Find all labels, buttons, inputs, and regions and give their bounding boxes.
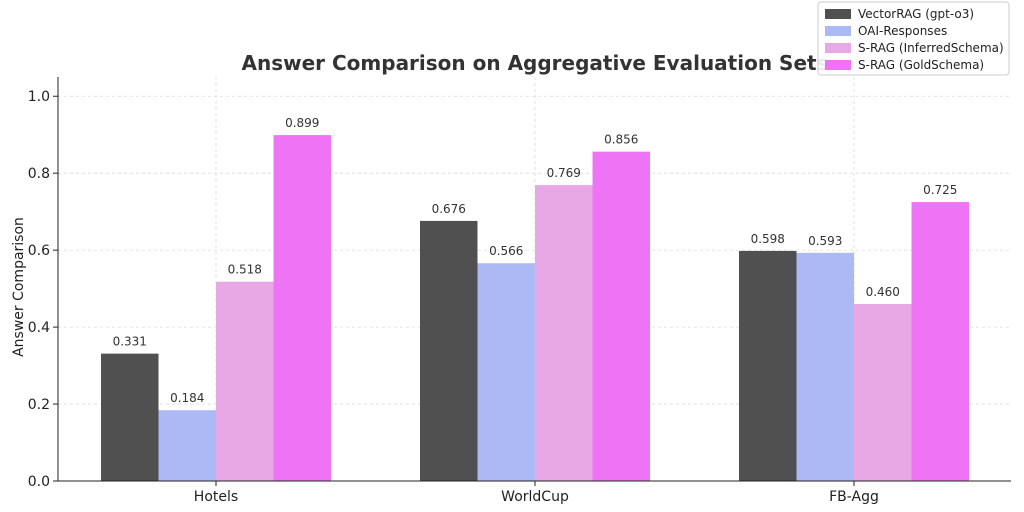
y-tick-label: 0.0 <box>28 474 50 490</box>
bar <box>101 353 159 481</box>
chart-title: Answer Comparison on Aggregative Evaluat… <box>242 51 829 75</box>
x-tick-label: WorldCup <box>501 489 569 505</box>
bar <box>854 304 912 481</box>
bar <box>739 250 797 481</box>
x-tick-label: Hotels <box>194 489 238 505</box>
data-label: 0.184 <box>170 391 204 405</box>
y-tick-label: 1.0 <box>28 89 50 105</box>
bar <box>535 185 593 481</box>
legend-label: OAI-Responses <box>858 24 947 38</box>
axes-group: 0.0 0.2 0.4 0.6 0.8 1.0 Hotels WorldCup FB-Agg <box>28 77 1011 505</box>
data-label: 0.566 <box>489 244 523 258</box>
bar <box>592 151 650 482</box>
y-axis-label: Answer Comparison <box>11 217 27 357</box>
legend-swatch <box>825 9 851 19</box>
data-label: 0.676 <box>432 202 466 216</box>
y-tick-label: 0.6 <box>28 243 50 259</box>
data-label: 0.769 <box>547 166 581 180</box>
data-label: 0.856 <box>604 133 638 147</box>
bar <box>911 202 969 482</box>
legend: VectorRAG (gpt-o3) OAI-Responses S-RAG (In… <box>817 1 1010 76</box>
y-tick-label: 0.8 <box>28 166 50 182</box>
data-label: 0.518 <box>228 263 262 277</box>
data-label: 0.725 <box>923 183 957 197</box>
bar <box>796 252 854 481</box>
data-label: 0.899 <box>285 116 319 130</box>
data-label: 0.593 <box>808 234 842 248</box>
legend-frame <box>817 1 1010 76</box>
data-label: 0.460 <box>866 285 900 299</box>
bar <box>273 135 331 481</box>
bar <box>216 281 274 481</box>
bar <box>477 263 535 481</box>
bar <box>158 410 216 481</box>
y-tick-label: 0.2 <box>28 397 50 413</box>
data-label: 0.598 <box>751 232 785 246</box>
y-tick-label: 0.4 <box>28 320 50 336</box>
bars-group: 0.331 0.676 0.598 0.184 0.566 0.593 0.518 0.769… <box>101 116 969 482</box>
legend-swatch <box>825 43 851 53</box>
legend-label: S-RAG (GoldSchema) <box>858 58 984 72</box>
x-tick-label: FB-Agg <box>829 489 879 505</box>
legend-label: S-RAG (InferredSchema) <box>858 41 1004 55</box>
legend-label: VectorRAG (gpt-o3) <box>858 7 974 21</box>
legend-swatch <box>825 26 851 36</box>
legend-swatch <box>825 60 851 70</box>
data-label: 0.331 <box>113 335 147 349</box>
bar <box>420 220 478 482</box>
